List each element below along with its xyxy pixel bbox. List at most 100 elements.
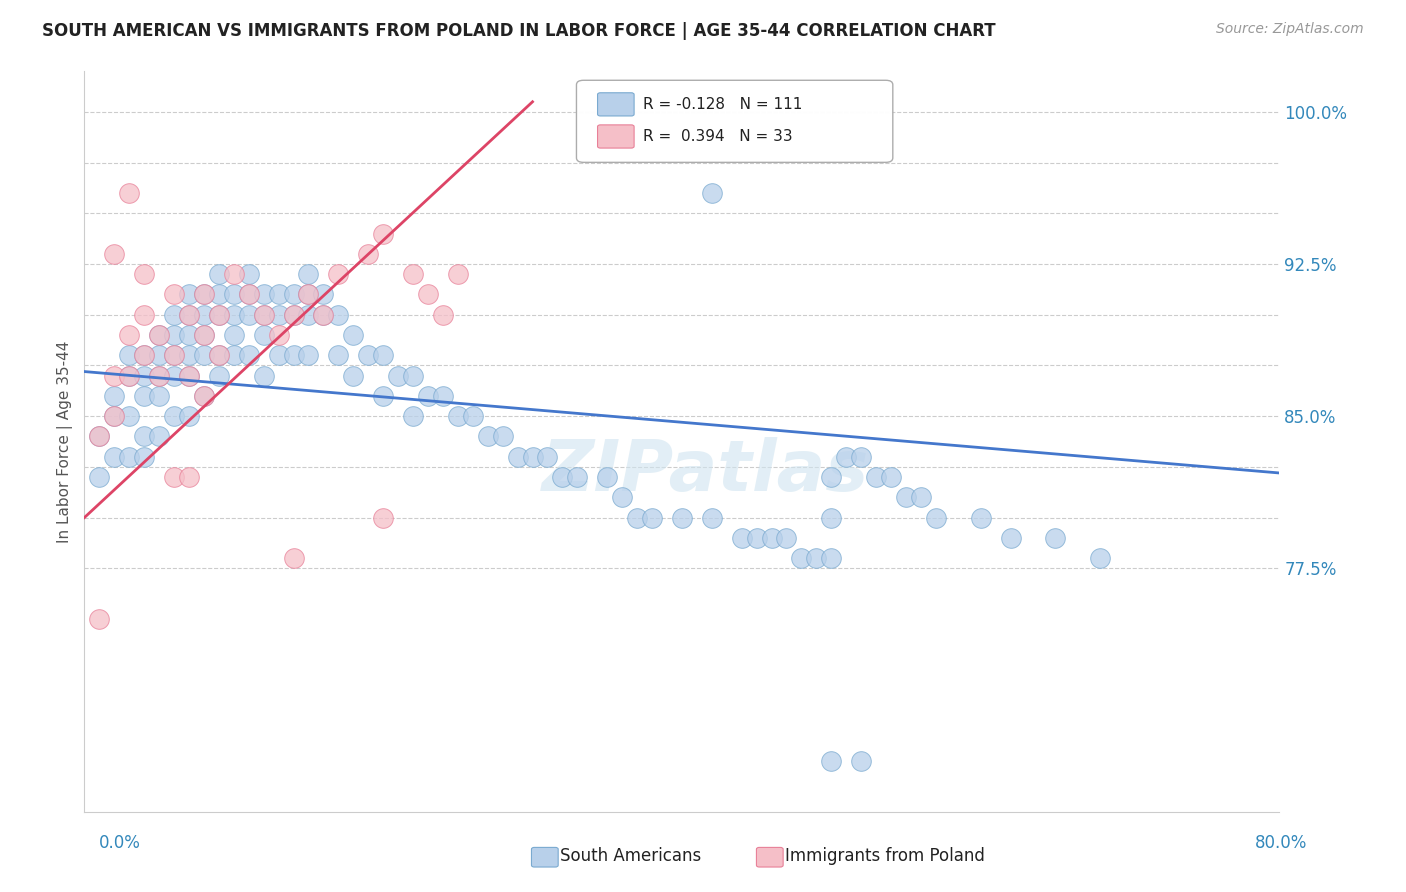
Point (89, 612, 111, 626)
Point (103, 409, 125, 424)
Point (253, 368, 276, 383)
Point (506, 450, 529, 464)
Point (312, 308, 335, 322)
Point (373, 389, 395, 403)
Point (253, 308, 276, 322)
Point (163, 368, 186, 383)
Point (835, 450, 858, 464)
Point (193, 287, 215, 301)
Point (731, 531, 754, 545)
Point (148, 429, 170, 443)
Point (447, 409, 470, 424)
Point (118, 186, 141, 200)
Point (328, 308, 350, 322)
Point (132, 348, 156, 362)
Point (820, 754, 842, 768)
Point (238, 308, 260, 322)
Point (820, 551, 842, 566)
Point (132, 389, 156, 403)
Point (118, 348, 141, 362)
Point (342, 368, 364, 383)
Point (148, 368, 170, 383)
Point (297, 348, 319, 362)
Point (118, 450, 141, 464)
Point (89, 470, 111, 484)
Point (700, 510, 723, 524)
Point (267, 328, 290, 343)
Text: ZIPatlas: ZIPatlas (543, 437, 869, 506)
Point (89, 429, 111, 443)
Point (238, 267, 260, 281)
Point (283, 348, 305, 362)
Point (641, 510, 664, 524)
Point (461, 409, 484, 424)
Point (193, 389, 215, 403)
Point (283, 308, 305, 322)
Point (373, 227, 395, 241)
Point (163, 470, 186, 484)
Point (596, 470, 619, 484)
Point (118, 368, 141, 383)
Point (253, 328, 276, 343)
Point (522, 450, 544, 464)
Point (297, 308, 319, 322)
Point (208, 348, 231, 362)
Point (177, 409, 200, 424)
Point (208, 368, 231, 383)
Point (193, 328, 215, 343)
Point (283, 287, 305, 301)
Point (865, 470, 887, 484)
Point (671, 510, 693, 524)
Point (925, 510, 948, 524)
Point (163, 287, 186, 301)
Text: SOUTH AMERICAN VS IMMIGRANTS FROM POLAND IN LABOR FORCE | AGE 35-44 CORRELATION : SOUTH AMERICAN VS IMMIGRANTS FROM POLAND… (42, 22, 995, 40)
Point (880, 470, 903, 484)
Point (283, 308, 305, 322)
Point (1090, 551, 1112, 566)
Point (103, 389, 125, 403)
Point (267, 348, 290, 362)
Point (193, 308, 215, 322)
Point (118, 368, 141, 383)
Point (700, 186, 723, 200)
Point (222, 308, 245, 322)
Point (851, 450, 873, 464)
Text: R = -0.128   N = 111: R = -0.128 N = 111 (643, 97, 801, 112)
Point (193, 287, 215, 301)
Point (761, 531, 783, 545)
Point (894, 491, 917, 505)
Point (208, 308, 231, 322)
Point (222, 348, 245, 362)
Point (222, 328, 245, 343)
Point (970, 510, 993, 524)
Point (790, 551, 813, 566)
Point (208, 287, 231, 301)
Point (222, 267, 245, 281)
Text: R =  0.394   N = 33: R = 0.394 N = 33 (643, 129, 792, 144)
Point (357, 348, 380, 362)
Point (177, 287, 200, 301)
Point (536, 450, 558, 464)
Point (208, 267, 231, 281)
Point (238, 287, 260, 301)
Point (163, 308, 186, 322)
Point (208, 348, 231, 362)
Point (612, 491, 634, 505)
Point (148, 368, 170, 383)
Point (253, 308, 276, 322)
Point (193, 389, 215, 403)
Point (432, 308, 454, 322)
Point (328, 267, 350, 281)
Point (103, 368, 125, 383)
Point (103, 450, 125, 464)
Point (208, 308, 231, 322)
Point (297, 287, 319, 301)
Point (267, 308, 290, 322)
Text: 0.0%: 0.0% (98, 834, 141, 852)
Point (253, 287, 276, 301)
Text: 80.0%: 80.0% (1256, 834, 1308, 852)
Point (163, 348, 186, 362)
Point (402, 409, 425, 424)
Point (297, 287, 319, 301)
Point (163, 348, 186, 362)
